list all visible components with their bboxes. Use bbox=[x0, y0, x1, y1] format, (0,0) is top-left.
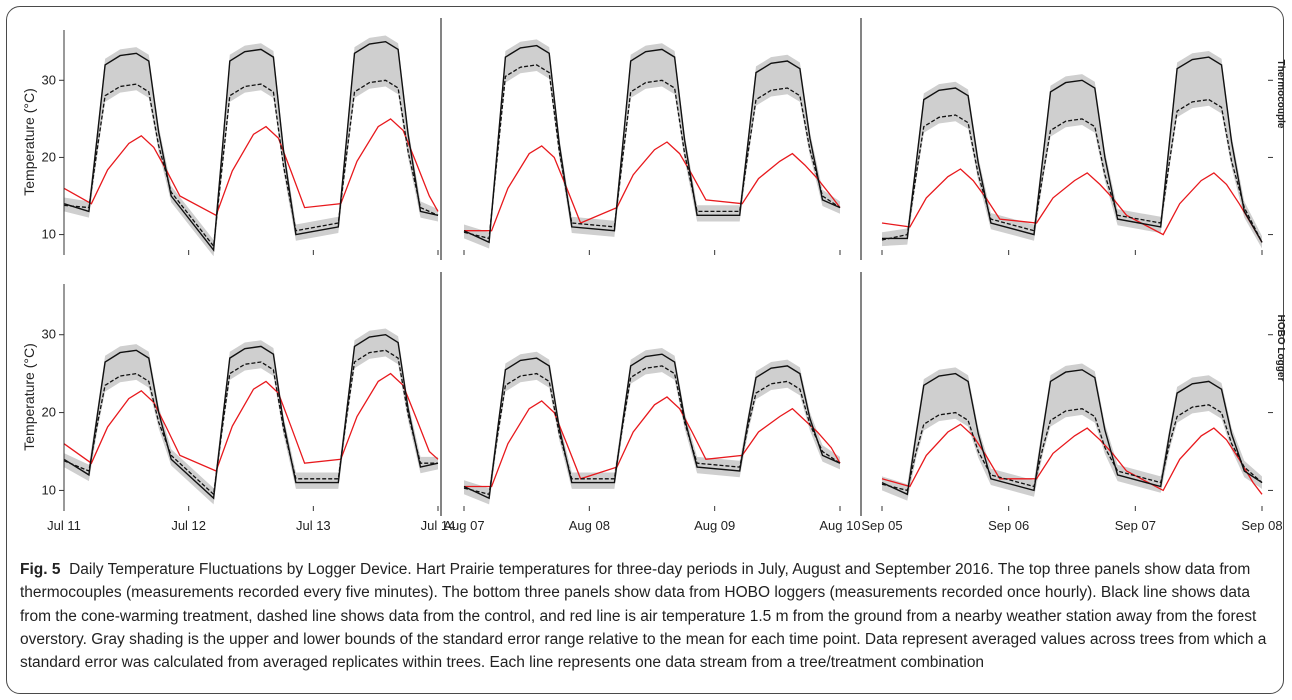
air-temperature-line-2 bbox=[882, 169, 1262, 242]
y-axis-label-1: Temperature (°C) bbox=[21, 343, 37, 451]
se-band-2 bbox=[882, 51, 1262, 249]
x-tick-label-5-0: Sep 05 bbox=[861, 518, 902, 533]
y-tick-label-0-2: 30 bbox=[42, 72, 56, 87]
y-tick-label-0-0: 10 bbox=[42, 227, 56, 242]
air-temperature-line-0 bbox=[64, 119, 438, 215]
air-temperature-line-4 bbox=[464, 397, 840, 487]
y-axis-label-0: Temperature (°C) bbox=[21, 88, 37, 196]
x-tick-label-3-1: Jul 12 bbox=[171, 518, 206, 533]
se-band-3 bbox=[64, 329, 438, 505]
x-tick-label-4-1: Aug 08 bbox=[569, 518, 610, 533]
x-tick-label-5-1: Sep 06 bbox=[988, 518, 1029, 533]
control-line-0 bbox=[64, 80, 438, 246]
figure-label: Fig. 5 bbox=[20, 561, 60, 578]
air-temperature-line-3 bbox=[64, 374, 438, 471]
row-label-0: Thermocouple bbox=[1275, 60, 1286, 129]
se-band-1 bbox=[464, 39, 840, 248]
y-tick-label-3-1: 20 bbox=[42, 405, 56, 420]
y-tick-label-3-2: 30 bbox=[42, 327, 56, 342]
y-tick-label-0-1: 20 bbox=[42, 149, 56, 164]
se-band-5 bbox=[882, 364, 1262, 501]
x-tick-label-4-0: Aug 07 bbox=[443, 518, 484, 533]
air-temperature-line-1 bbox=[464, 142, 840, 231]
row-label-1: HOBO Logger bbox=[1275, 315, 1286, 382]
air-temperature-line-5 bbox=[882, 424, 1262, 494]
x-tick-label-5-2: Sep 07 bbox=[1115, 518, 1156, 533]
x-tick-label-5-3: Sep 08 bbox=[1241, 518, 1282, 533]
x-tick-label-3-2: Jul 13 bbox=[296, 518, 331, 533]
caption-text: Daily Temperature Fluctuations by Logger… bbox=[20, 561, 1266, 671]
figure-caption: Fig. 5 Daily Temperature Fluctuations by… bbox=[20, 558, 1278, 674]
y-tick-label-3-0: 10 bbox=[42, 482, 56, 497]
x-tick-label-4-3: Aug 10 bbox=[819, 518, 860, 533]
x-tick-label-4-2: Aug 09 bbox=[694, 518, 735, 533]
x-tick-label-3-0: Jul 11 bbox=[47, 518, 81, 533]
se-band-4 bbox=[464, 348, 840, 504]
se-band-0 bbox=[64, 36, 438, 257]
